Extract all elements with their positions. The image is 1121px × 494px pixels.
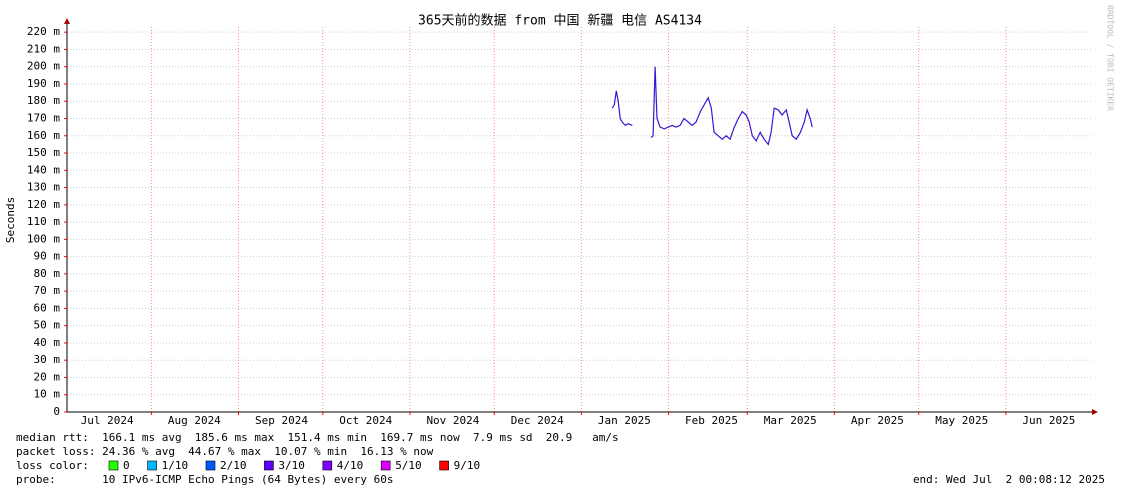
y-tick-label: 30 m [34,353,61,366]
loss-swatch [108,460,119,471]
y-tick-label: 60 m [34,301,61,314]
x-tick-label: Jan 2025 [598,414,651,427]
legend-line: packet loss: 24.36 % avg 44.67 % max 10.… [16,445,434,458]
y-tick-label: 20 m [34,370,61,383]
y-tick-label: 130 m [27,181,60,194]
y-tick-label: 0 [53,405,60,418]
loss-label: 2/10 [220,459,247,472]
x-tick-label: Aug 2024 [168,414,221,427]
x-tick-label: Feb 2025 [685,414,738,427]
loss-label: 1/10 [162,459,189,472]
y-tick-label: 90 m [34,250,61,263]
y-tick-label: 80 m [34,267,61,280]
x-tick-label: Nov 2024 [426,414,479,427]
x-tick-label: Dec 2024 [511,414,564,427]
loss-label: 4/10 [337,459,364,472]
y-tick-label: 150 m [27,146,60,159]
x-tick-label: Mar 2025 [764,414,817,427]
chart-title: 365天前的数据 from 中国 新疆 电信 AS4134 [418,13,702,29]
loss-label: 9/10 [454,459,481,472]
axis-arrow [64,18,70,24]
series-line [611,66,813,146]
y-tick-label: 120 m [27,198,60,211]
loss-swatch [380,460,391,471]
y-tick-label: 100 m [27,232,60,245]
y-tick-label: 10 m [34,388,61,401]
y-tick-label: 180 m [27,94,60,107]
y-tick-label: 50 m [34,319,61,332]
y-tick-label: 220 m [27,25,60,38]
loss-swatch [264,460,274,471]
plot-area [67,27,1093,413]
y-tick-label: 210 m [27,42,60,55]
x-tick-label: Jun 2025 [1022,414,1075,427]
loss-swatch [322,460,333,471]
loss-label: 0 [123,459,130,472]
loss-swatch [439,460,449,471]
y-axis-label: Seconds [4,197,17,243]
y-tick-label: 190 m [27,77,60,90]
probe: probe: 10 IPv6-ICMP Echo Pings (64 Bytes… [16,473,394,486]
y-tick-label: 40 m [34,336,61,349]
y-tick-label: 110 m [27,215,60,228]
watermark: RRDTOOL / TOBI OETIKER [1106,5,1115,111]
y-tick-label: 160 m [27,129,60,142]
legend-line: median rtt: 166.1 ms avg 185.6 ms max 15… [16,431,619,444]
x-tick-label: Oct 2024 [339,414,392,427]
loss-label: 5/10 [395,459,422,472]
x-tick-label: May 2025 [935,414,988,427]
end-time: end: Wed Jul 2 00:08:12 2025 [913,473,1105,486]
axis-arrow [1092,409,1098,415]
x-tick-label: Jul 2024 [81,414,134,427]
loss-swatch [147,460,157,471]
x-tick-label: Sep 2024 [255,414,308,427]
legend-label: loss color: [16,459,89,472]
x-tick-label: Apr 2025 [851,414,904,427]
legend: median rtt: 166.1 ms avg 185.6 ms max 15… [16,431,1105,486]
y-tick-label: 170 m [27,112,60,125]
y-tick-label: 200 m [27,60,60,73]
y-tick-label: 70 m [34,284,61,297]
y-tick-label: 140 m [27,163,60,176]
loss-swatch [205,460,216,471]
loss-label: 3/10 [278,459,305,472]
